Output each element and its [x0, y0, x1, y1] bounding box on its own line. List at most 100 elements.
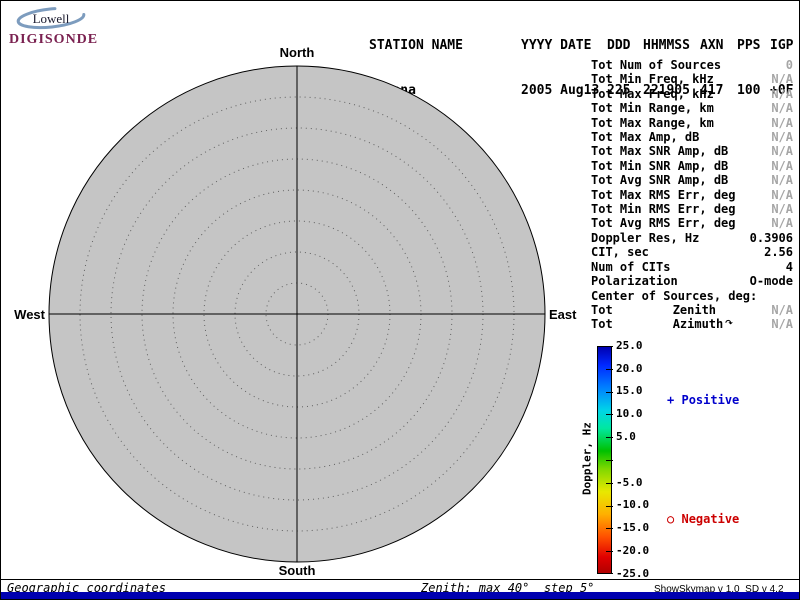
stat-row-min-freq: Tot Min Freq, kHz N/A — [591, 72, 793, 86]
stat-row-max-rms: Tot Max RMS Err, deg N/A — [591, 188, 793, 202]
stat-label: Tot Max RMS Err, deg — [591, 187, 736, 202]
stat-label: Tot — [591, 302, 613, 317]
colorbar-tick-label: -10.0 — [616, 498, 650, 511]
stat-label: Tot — [591, 317, 613, 332]
stat-label: Num of CITs — [591, 259, 671, 274]
coordinates-mode-label: Geographic coordinates — [7, 581, 166, 595]
stat-label: Tot Num of Sources — [591, 58, 722, 72]
colorbar-tick-label: -25.0 — [616, 567, 650, 580]
stat-row-cit: CIT, sec 2.56 — [591, 245, 793, 259]
stat-value: O-mode — [749, 274, 793, 289]
colorbar-tick-label: 20.0 — [616, 362, 643, 375]
colorbar-tick — [606, 437, 613, 438]
stat-label: Tot Min Range, km — [591, 101, 714, 116]
header-value: 2005 Aug13 — [521, 83, 600, 98]
stat-label: Center of Sources, deg: — [591, 288, 758, 303]
header-pps: PPS 100 — [737, 8, 770, 128]
stat-row-min-rms: Tot Min RMS Err, deg N/A — [591, 202, 793, 216]
stat-row-avg-rms: Tot Avg RMS Err, deg N/A — [591, 216, 793, 230]
header-label: IGP — [770, 38, 794, 53]
stat-row-doppler-res: Doppler Res, Hz 0.3906 — [591, 231, 793, 245]
header-ddd: DDD 225 — [607, 8, 643, 128]
colorbar-tick — [606, 506, 613, 507]
header-label: DDD — [607, 38, 631, 53]
lowell-digisonde-logo: Lowell DIGISONDE — [7, 5, 119, 51]
colorbar-tick-label: 25.0 — [616, 339, 643, 352]
logo-brand-text: Lowell — [32, 11, 70, 26]
stat-value: N/A — [771, 216, 793, 231]
stat-value: N/A — [771, 187, 793, 202]
stat-label: Tot Max SNR Amp, dB — [591, 144, 729, 159]
colorbar-tick-label: 5.0 — [616, 430, 636, 443]
colorbar-tick — [606, 551, 613, 552]
stat-value: N/A — [771, 317, 793, 332]
lowell-swoosh-icon — [16, 6, 86, 30]
header-label: STATION NAME — [369, 38, 463, 53]
colorbar-tick — [606, 346, 613, 347]
colorbar-tick-label: -15.0 — [616, 521, 650, 534]
version-label: ShowSkymap v 1.0 SD v 4.2 — [654, 584, 784, 595]
legend-positive-label: Positive — [681, 393, 740, 407]
legend-negative-label: Negative — [681, 512, 740, 526]
stat-label: Tot Max Range, km — [591, 115, 714, 130]
header-label: HHMMSS — [643, 38, 690, 53]
stat-label: Tot Min SNR Amp, dB — [591, 158, 729, 173]
header-time: HHMMSS 221905 — [643, 8, 700, 128]
colorbar-tick — [606, 414, 613, 415]
stat-value: 0 — [785, 58, 793, 72]
header-date: YYYY DATE 2005 Aug13 — [521, 8, 607, 128]
stat-value: N/A — [771, 86, 793, 101]
header-value: 417 — [700, 83, 724, 98]
colorbar-tick-label: -20.0 — [616, 544, 650, 557]
legend-negative: ○ Negative — [667, 512, 739, 526]
stat-label: Tot Min Freq, kHz — [591, 72, 714, 87]
header-label: AXN — [700, 38, 724, 53]
compass-east-label: East — [549, 307, 577, 322]
colorbar-tick — [606, 460, 613, 461]
colorbar-tick — [606, 369, 613, 370]
stat-row-num-cits: Num of CITs 4 — [591, 260, 793, 274]
stat-row-polarization: Polarization O-mode — [591, 274, 793, 288]
stat-row-max-amp: Tot Max Amp, dB N/A — [591, 130, 793, 144]
stat-label: Tot Max Amp, dB — [591, 130, 700, 145]
stat-value: 2.56 — [764, 245, 793, 260]
stat-value: N/A — [771, 130, 793, 145]
colorbar-tick — [606, 483, 613, 484]
stat-row-azimuth: Tot Azimuth ↷ N/A — [591, 317, 793, 331]
stat-row-avg-snr: Tot Avg SNR Amp, dB N/A — [591, 173, 793, 187]
header-value: +0F — [770, 83, 794, 98]
stat-sublabel: Zenith — [672, 302, 717, 317]
colorbar-tick — [606, 528, 613, 529]
stat-row-max-snr: Tot Max SNR Amp, dB N/A — [591, 144, 793, 158]
header-value: 225 — [607, 83, 631, 98]
colorbar-tick — [606, 573, 613, 574]
colorbar-axis-label: Doppler, Hz — [580, 422, 594, 495]
stat-label: Tot Avg RMS Err, deg — [591, 216, 736, 231]
header-value: 221905 — [643, 83, 690, 98]
stat-value: N/A — [771, 101, 793, 116]
stat-value: N/A — [771, 173, 793, 188]
stat-value: N/A — [771, 115, 793, 130]
stat-value: N/A — [771, 144, 793, 159]
plus-marker-icon: + — [667, 393, 675, 407]
colorbar-tick-label: 10.0 — [616, 407, 643, 420]
stat-row-max-range: Tot Max Range, km N/A — [591, 116, 793, 130]
header-igp: IGP +0F — [770, 8, 799, 128]
stat-row-num-sources: Tot Num of Sources 0 — [591, 58, 793, 72]
compass-south-label: South — [278, 563, 316, 578]
zenith-range-label: Zenith: max 40° step 5° — [421, 581, 595, 595]
stat-value: N/A — [771, 302, 793, 317]
legend-positive: + Positive — [667, 393, 739, 407]
stat-row-min-range: Tot Min Range, km N/A — [591, 101, 793, 115]
stat-label: Doppler Res, Hz — [591, 230, 700, 245]
header-label: PPS — [737, 38, 761, 53]
stat-label: Tot Min RMS Err, deg — [591, 202, 736, 217]
header-axn: AXN 417 — [700, 8, 737, 128]
stat-label: Tot Avg SNR Amp, dB — [591, 173, 729, 188]
colorbar-tick — [606, 392, 613, 393]
stat-label: Polarization — [591, 274, 678, 289]
header-value: 100 — [737, 83, 761, 98]
circle-marker-icon: ○ — [667, 512, 675, 526]
stat-value: 4 — [785, 259, 793, 274]
